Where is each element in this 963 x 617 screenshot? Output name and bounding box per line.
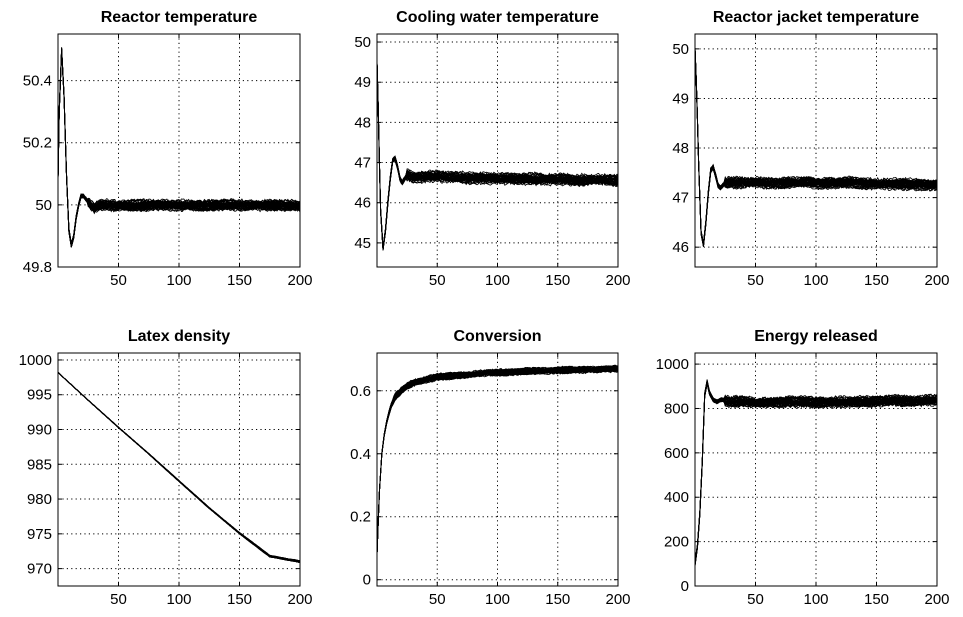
y-tick-label: 0.4 (350, 446, 371, 463)
x-tick-label: 200 (924, 591, 949, 608)
y-tick-label: 0 (681, 578, 689, 595)
trace-group (377, 364, 618, 555)
x-tick-label: 100 (803, 272, 828, 289)
y-tick-label: 200 (664, 534, 689, 551)
y-tick-label: 48 (672, 140, 689, 157)
y-tick-label: 0.6 (350, 383, 371, 400)
x-tick-label: 50 (110, 591, 127, 608)
series-line (58, 50, 300, 248)
x-tick-label: 50 (429, 272, 446, 289)
y-tick-label: 47 (354, 155, 371, 172)
subplot-2: Cooling water temperature 50 100 150 200 45 46… (354, 9, 630, 289)
x-tick-label: 100 (166, 591, 191, 608)
series-line (58, 50, 300, 246)
series-line (377, 60, 618, 247)
series-line (377, 365, 618, 555)
series-line (695, 382, 937, 564)
series-line (377, 62, 618, 249)
x-tick-label: 50 (747, 591, 764, 608)
y-tick-label: 985 (27, 456, 52, 473)
subplot-title: Reactor jacket temperature (713, 9, 919, 26)
x-tick-label: 200 (287, 272, 312, 289)
x-tick-label: 200 (605, 272, 630, 289)
y-tick-label: 50 (354, 34, 371, 51)
trace-group (377, 60, 618, 251)
x-tick-label: 50 (429, 591, 446, 608)
series-line (695, 49, 937, 245)
x-tick-label: 150 (864, 591, 889, 608)
subplot-title: Reactor temperature (101, 9, 258, 26)
trace-group (695, 46, 937, 247)
y-tick-label: 47 (672, 190, 689, 207)
y-tick-label: 48 (354, 114, 371, 131)
x-tick-label: 150 (864, 272, 889, 289)
y-tick-label: 970 (27, 561, 52, 578)
y-tick-label: 1000 (656, 356, 689, 373)
subplot-title: Energy released (754, 328, 878, 345)
y-tick-label: 49 (354, 74, 371, 91)
x-tick-label: 50 (110, 272, 127, 289)
x-tick-label: 150 (227, 272, 252, 289)
series-line (58, 49, 300, 247)
y-tick-label: 46 (354, 195, 371, 212)
series-line (695, 382, 937, 565)
x-tick-label: 150 (227, 591, 252, 608)
y-tick-label: 50.4 (23, 73, 52, 90)
y-tick-label: 1000 (19, 352, 52, 369)
series-line (377, 63, 618, 251)
trace-group (695, 379, 937, 567)
y-tick-label: 0 (363, 572, 371, 589)
y-tick-label: 975 (27, 526, 52, 543)
series-line (695, 50, 937, 247)
subplot-title: Cooling water temperature (396, 9, 599, 26)
x-tick-label: 150 (545, 591, 570, 608)
x-tick-label: 50 (747, 272, 764, 289)
x-tick-label: 100 (166, 272, 191, 289)
subplot-4: Latex density 50 100 150 200 970 975 980 985 990 9… (19, 328, 313, 608)
y-tick-label: 995 (27, 387, 52, 404)
y-tick-label: 50 (35, 197, 52, 214)
y-tick-label: 400 (664, 489, 689, 506)
y-tick-label: 990 (27, 422, 52, 439)
x-tick-label: 100 (485, 272, 510, 289)
y-tick-label: 46 (672, 239, 689, 256)
y-tick-label: 50 (672, 41, 689, 58)
y-tick-label: 49 (672, 90, 689, 107)
y-tick-label: 49.8 (23, 259, 52, 276)
x-tick-label: 200 (605, 591, 630, 608)
series-line (58, 372, 300, 563)
x-tick-label: 200 (287, 591, 312, 608)
trace-group (58, 47, 300, 248)
subplot-title: Conversion (453, 328, 541, 345)
series-line (377, 61, 618, 248)
y-tick-label: 800 (664, 400, 689, 417)
trace-group (58, 372, 300, 563)
y-tick-label: 980 (27, 491, 52, 508)
x-tick-label: 100 (485, 591, 510, 608)
x-tick-label: 200 (924, 272, 949, 289)
y-tick-label: 0.2 (350, 509, 371, 526)
series-line (377, 367, 618, 555)
subplot-title: Latex density (128, 328, 230, 345)
series-line (695, 48, 937, 245)
y-tick-label: 45 (354, 235, 371, 252)
series-line (58, 51, 300, 247)
subplot-3: Reactor jacket temperature 50 100 150 200 46 4… (672, 9, 949, 289)
x-tick-label: 150 (545, 272, 570, 289)
subplot-6: Energy released 50 100 150 200 0 200 400 600 800 1… (656, 328, 950, 608)
series-line (58, 50, 300, 246)
x-tick-label: 100 (803, 591, 828, 608)
y-tick-label: 600 (664, 445, 689, 462)
subplot-1: Reactor temperature 50 100 150 200 49.8 50 50.2… (23, 9, 313, 289)
subplot-5: Conversion 50 100 150 200 0 0.2 0.4 0.6 (350, 328, 630, 608)
y-tick-label: 50.2 (23, 135, 52, 152)
